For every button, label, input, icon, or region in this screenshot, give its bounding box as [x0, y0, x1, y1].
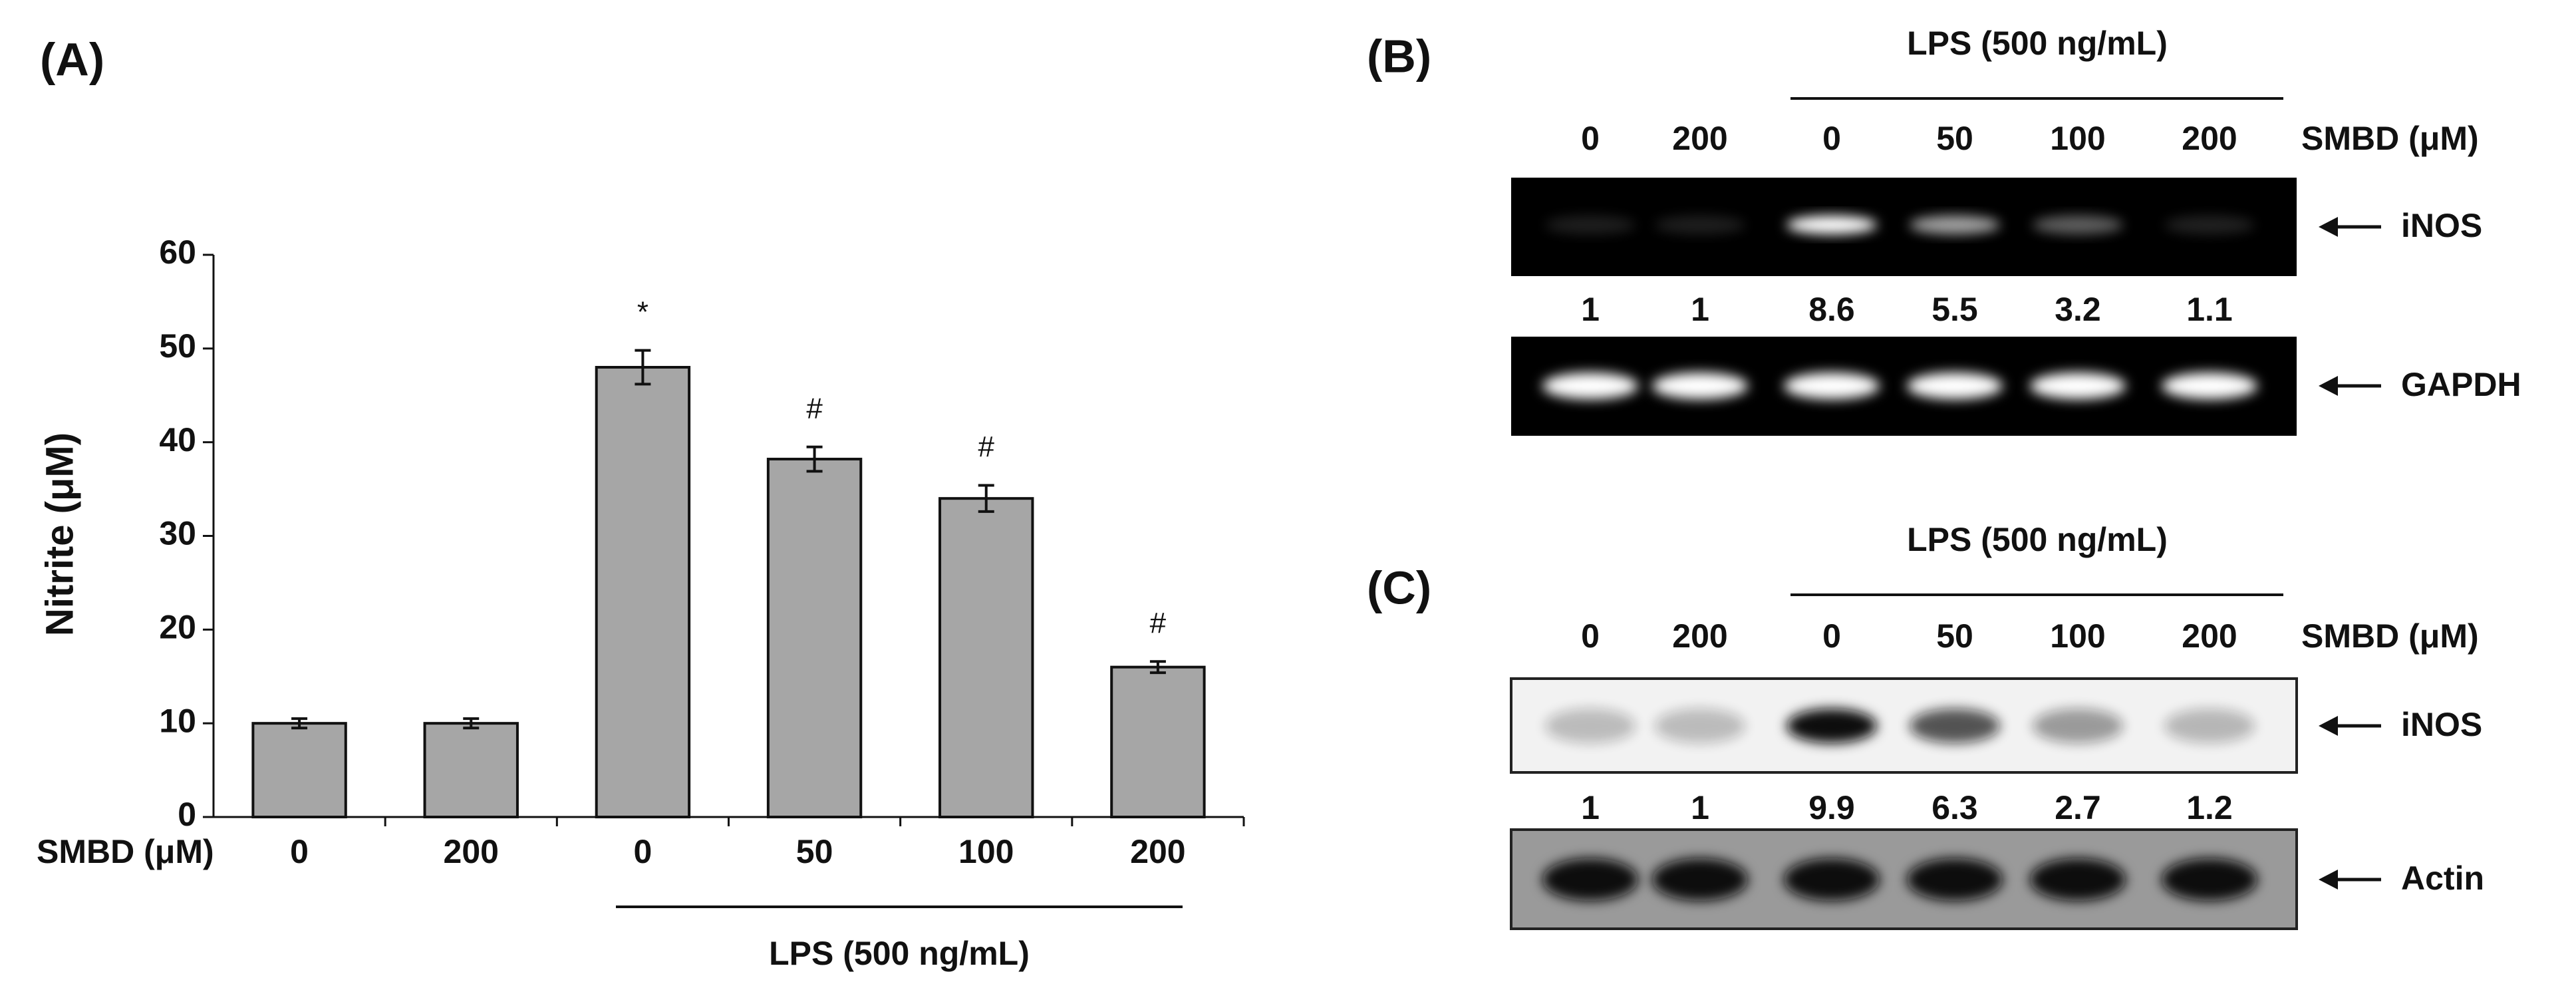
x-tick-label: 0: [634, 833, 652, 870]
lane-label: 0: [1581, 120, 1600, 157]
control-band: [1907, 858, 2003, 901]
control-band: [2030, 373, 2126, 399]
arrow: [2319, 376, 2381, 396]
lane-label: 200: [1672, 617, 1727, 655]
ratio-label: 1.1: [2186, 291, 2233, 328]
panel-c: (C) LPS (500 ng/mL) SMBD (μM) iNOS Actin…: [1367, 521, 2484, 930]
bar: [766, 458, 863, 818]
error-bar: [978, 484, 994, 513]
x-tick-label: 200: [444, 833, 499, 870]
lane-label: 50: [1936, 617, 1973, 655]
control-band: [1784, 373, 1880, 399]
significance-marker: #: [806, 392, 823, 424]
x-axis-label: SMBD (μM): [37, 833, 214, 870]
control-band: [2162, 858, 2257, 901]
y-tick-label: 40: [159, 421, 196, 458]
treatment-label: SMBD (μM): [2301, 120, 2479, 157]
control-label: GAPDH: [2401, 366, 2521, 403]
bar: [423, 722, 519, 818]
lane-label: 0: [1822, 120, 1841, 157]
x-tick-label: 200: [1130, 833, 1185, 870]
y-tick-label: 30: [159, 515, 196, 552]
ratio-label: 8.6: [1808, 291, 1855, 328]
control-band: [1652, 858, 1748, 901]
panel-label: (B): [1367, 30, 1431, 82]
target-band: [1655, 216, 1745, 234]
group-label: LPS (500 ng/mL): [1907, 25, 2168, 62]
y-axis-label: Nitrite (μM): [38, 432, 81, 636]
control-band: [2162, 373, 2257, 399]
error-bar: [806, 445, 823, 473]
control-band: [1784, 858, 1880, 901]
x-tick-label: 0: [290, 833, 309, 870]
arrow: [2319, 716, 2381, 736]
control-band: [1907, 373, 2003, 399]
control-band: [2030, 858, 2126, 901]
lane-label: 100: [2050, 617, 2105, 655]
panel-label: (C): [1367, 562, 1431, 613]
bar: [595, 366, 691, 818]
control-band: [1652, 373, 1748, 399]
error-bar: [291, 717, 308, 730]
target-band: [1910, 216, 2000, 234]
lane-label: 0: [1822, 617, 1841, 655]
error-bar: [635, 349, 651, 386]
significance-marker: #: [1150, 607, 1167, 639]
ratio-label: 6.3: [1932, 789, 1978, 826]
ratio-label: 1: [1581, 291, 1600, 328]
arrow: [2319, 217, 2381, 237]
ratio-label: 1: [1581, 789, 1600, 826]
error-bar: [463, 717, 480, 730]
lane-label: 200: [1672, 120, 1727, 157]
lane-label: 200: [2182, 120, 2237, 157]
significance-marker: #: [978, 430, 995, 463]
target-label: iNOS: [2401, 207, 2482, 244]
ratio-label: 5.5: [1932, 291, 1978, 328]
target-band: [2033, 709, 2123, 743]
target-band: [2033, 216, 2123, 234]
bar: [938, 497, 1034, 819]
ratio-label: 2.7: [2055, 789, 2101, 826]
target-band: [1545, 709, 1636, 743]
ratio-label: 1: [1691, 291, 1709, 328]
lane-label: 0: [1581, 617, 1600, 655]
target-band: [1655, 709, 1745, 743]
bar: [251, 722, 347, 818]
y-tick-label: 60: [159, 234, 196, 271]
panel-b: (B) LPS (500 ng/mL) SMBD (μM) iNOS GAPDH…: [1367, 25, 2521, 436]
x-tick-label: 50: [796, 833, 833, 870]
x-tick-label: 100: [958, 833, 1014, 870]
ratio-label: 3.2: [2055, 291, 2101, 328]
lane-label: 200: [2182, 617, 2237, 655]
panel-label: (A): [40, 33, 104, 85]
y-tick-label: 50: [159, 327, 196, 365]
y-tick-label: 0: [178, 796, 196, 833]
arrow: [2319, 870, 2381, 890]
target-band: [1787, 216, 1877, 234]
treatment-label: SMBD (μM): [2301, 617, 2479, 655]
y-tick-label: 20: [159, 609, 196, 646]
control-band: [1542, 373, 1638, 399]
bar: [1110, 665, 1206, 819]
control-band: [1542, 858, 1638, 901]
target-band: [1910, 709, 2000, 743]
lane-label: 100: [2050, 120, 2105, 157]
lane-label: 50: [1936, 120, 1973, 157]
error-bar: [1149, 660, 1166, 675]
ratio-label: 9.9: [1808, 789, 1855, 826]
significance-marker: *: [637, 295, 648, 328]
control-label: Actin: [2401, 860, 2484, 897]
ratio-label: 1: [1691, 789, 1709, 826]
group-label: LPS (500 ng/mL): [769, 935, 1030, 972]
target-band: [1787, 709, 1877, 743]
target-band: [2164, 709, 2255, 743]
target-band: [1545, 216, 1636, 234]
panel-a: (A) Nitrite (μM) SMBD (μM) LPS (500 ng/m…: [37, 33, 1245, 972]
y-tick-label: 10: [159, 702, 196, 739]
ratio-label: 1.2: [2186, 789, 2233, 826]
target-label: iNOS: [2401, 706, 2482, 743]
target-band: [2164, 216, 2255, 234]
group-label: LPS (500 ng/mL): [1907, 521, 2168, 558]
